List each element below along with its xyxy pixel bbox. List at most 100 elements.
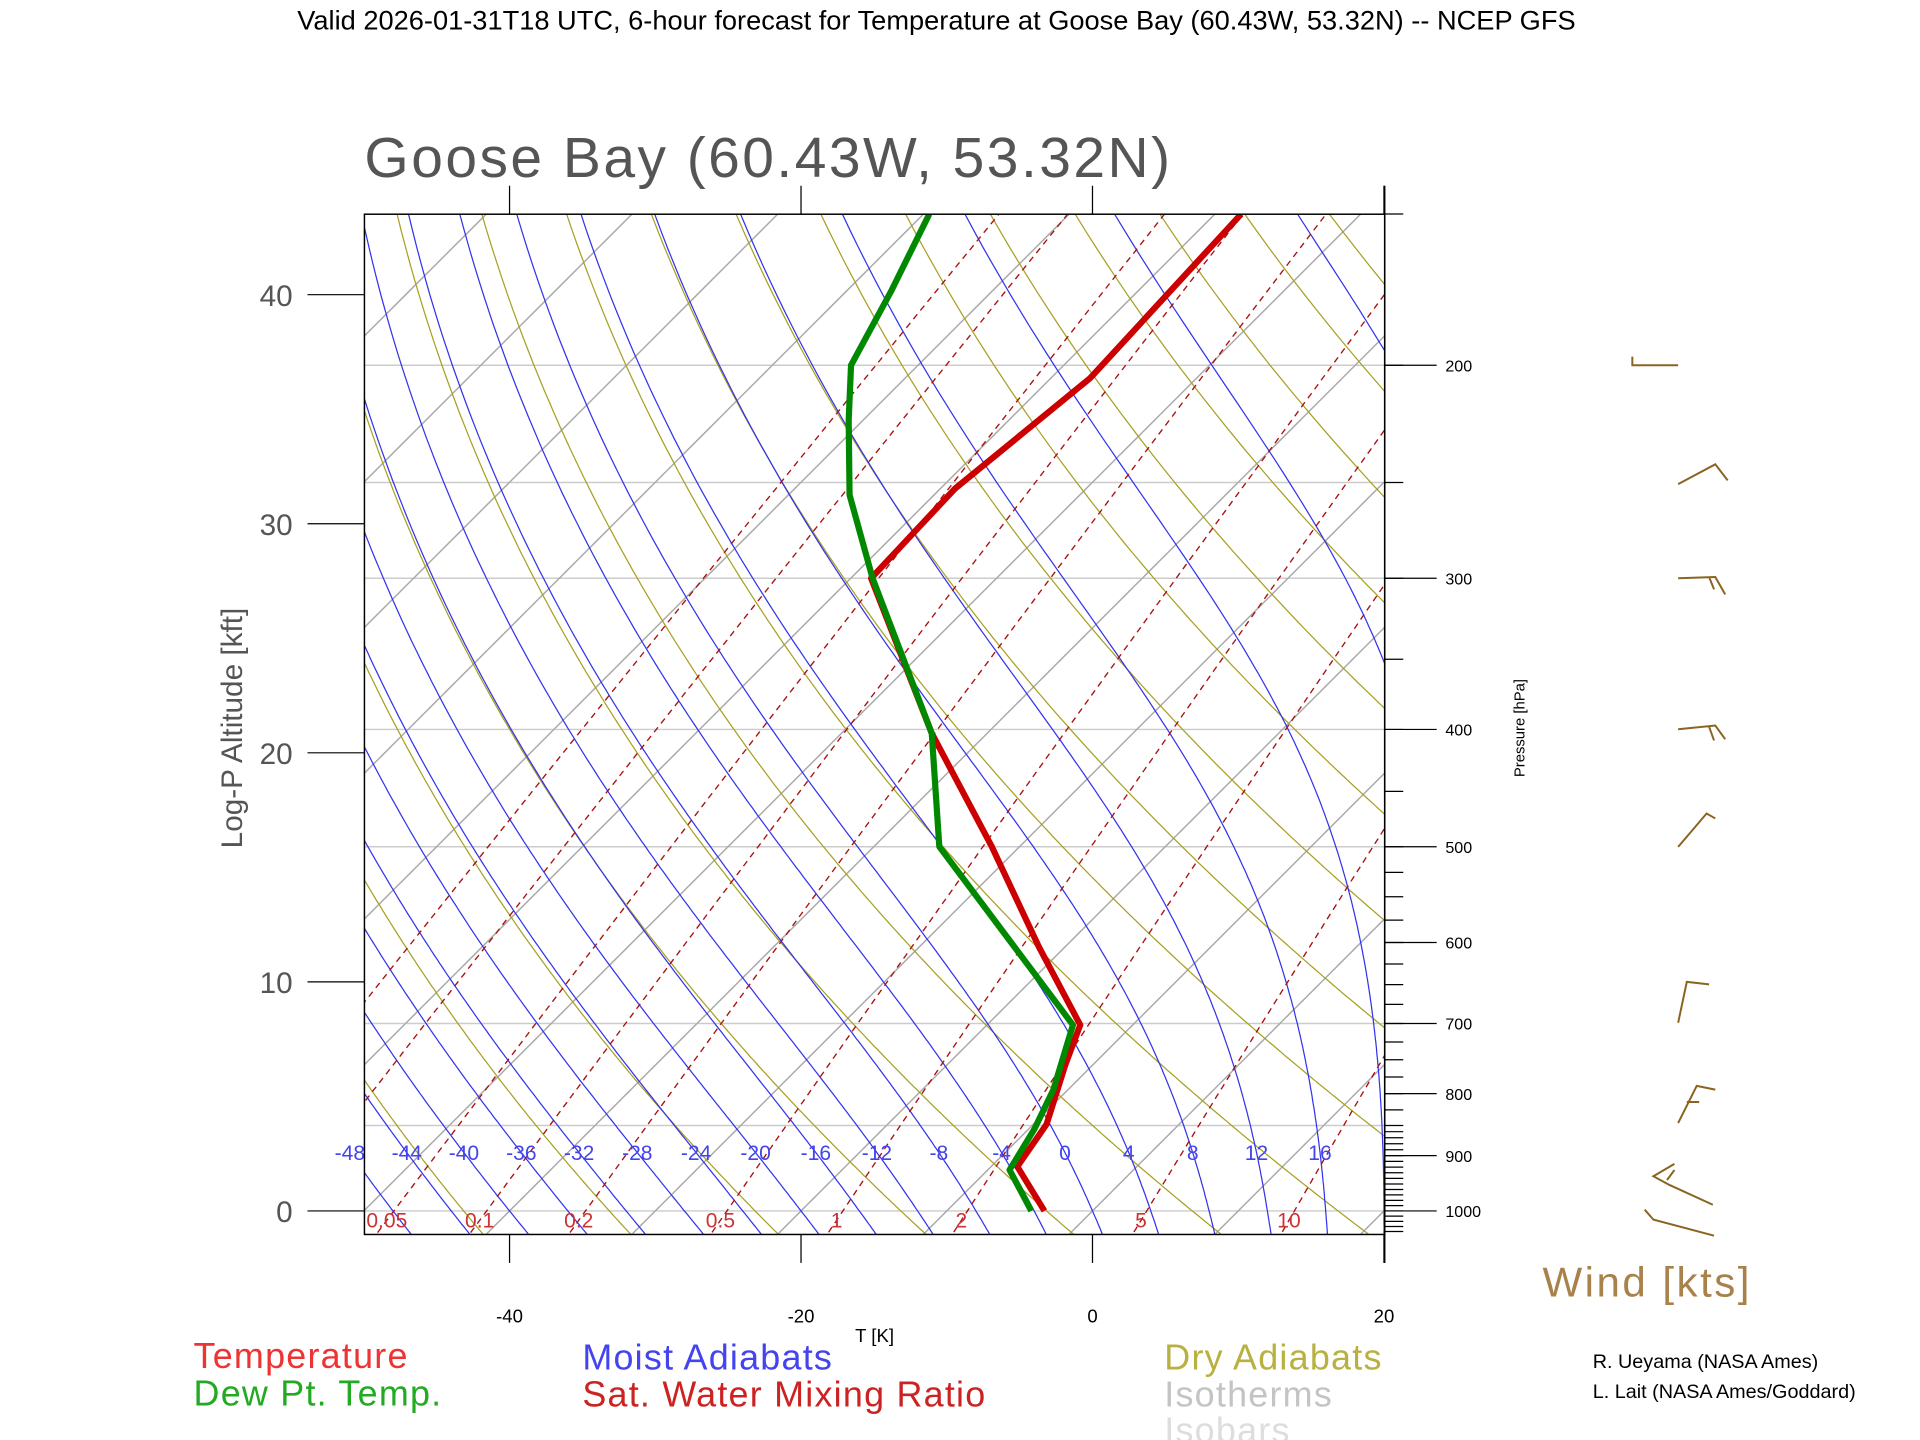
x-axis-label: T [K]: [855, 1325, 894, 1346]
dry-adiabat-line: [364, 878, 632, 1235]
mixing-ratio-line: [826, 428, 1385, 1235]
mixing-ratio-label: 0.05: [366, 1210, 407, 1233]
moist-adiabat-label: -24: [681, 1142, 712, 1165]
dry-adiabat-line: [905, 214, 1385, 816]
dry-adiabat-line: [1718, 178, 1920, 1242]
dry-adiabat-line: [1386, 178, 1920, 1242]
isotherm-line: [364, 214, 1362, 1212]
moist-adiabat-line: [364, 839, 647, 1235]
legend-isobars: Isobars: [1164, 1410, 1290, 1440]
isotherm-line: [1213, 1063, 1385, 1235]
mixing-ratio-label: 0.2: [564, 1210, 593, 1233]
moist-adiabat-line: [364, 745, 705, 1235]
wind-label: Wind [kts]: [1542, 1258, 1751, 1305]
moist-adiabat-label: -12: [862, 1142, 892, 1165]
dry-adiabat-line: [820, 214, 1385, 922]
moist-adiabat-line: [1113, 214, 1385, 666]
legend-isotherms: Isotherms: [1164, 1375, 1333, 1415]
moist-adiabat-line: [0, 178, 121, 1242]
pressure-tick-label: 600: [1445, 935, 1472, 953]
altitude-tick-label: 0: [276, 1196, 293, 1229]
moist-adiabat-label: 8: [1187, 1142, 1199, 1165]
wind-barb: [1651, 1163, 1714, 1206]
moist-adiabat-label: -32: [564, 1142, 594, 1165]
legend-dewpoint: Dew Pt. Temp.: [194, 1373, 443, 1413]
dry-adiabat-line: [650, 214, 1385, 1138]
mixing-ratio-line: [364, 214, 1000, 1004]
wind-barbs: [1631, 356, 1729, 1237]
mixing-ratio-line: [567, 214, 1327, 1235]
moist-adiabat-line: [364, 1011, 530, 1235]
isotherm-line: [364, 214, 1071, 920]
dry-adiabat-line: [0, 178, 341, 1242]
wind-barb: [1631, 356, 1679, 367]
wind-barb: [1677, 463, 1729, 486]
legend-moist-adiabats: Moist Adiabats: [582, 1337, 833, 1377]
isotherm-line: [0, 178, 377, 1242]
isotherm-line: [0, 178, 85, 1242]
mixing-ratio-line: [1131, 827, 1385, 1235]
dry-adiabat-line: [1074, 214, 1385, 604]
moist-adiabat-line: [0, 178, 358, 1242]
moist-adiabat-line: [516, 214, 1104, 1235]
isotherm-line: [1499, 178, 1920, 1242]
dry-adiabat-line: [566, 214, 1370, 1235]
isotherm-line: [922, 771, 1385, 1235]
y-axis-label-right: Pressure [hPa]: [1513, 679, 1529, 777]
wind-barb: [1678, 575, 1727, 595]
moist-adiabat-label: -48: [335, 1142, 365, 1165]
pressure-tick-label: 900: [1445, 1148, 1472, 1166]
isotherm-line: [364, 214, 779, 629]
dry-adiabat-line: [1469, 178, 1920, 1242]
moist-adiabat-label: 12: [1245, 1142, 1268, 1165]
wind-barb: [1643, 1209, 1715, 1237]
legend-temperature: Temperature: [194, 1336, 409, 1376]
moist-adiabat-label: -40: [449, 1142, 479, 1165]
dry-adiabat-line: [481, 214, 1223, 1235]
moist-adiabat-line: [739, 214, 1272, 1235]
isotherm-line: [364, 214, 1216, 1066]
wind-barb: [1677, 1084, 1716, 1124]
dry-adiabat-line: [1328, 214, 1385, 286]
dry-adiabat-line: [989, 214, 1385, 710]
background-lines: [0, 178, 1920, 1242]
moist-adiabat-label: -4: [992, 1142, 1011, 1165]
moist-adiabat-line: [407, 214, 991, 1235]
moist-adiabat-line: [841, 214, 1329, 1235]
pressure-tick-label: 300: [1445, 570, 1472, 588]
moist-adiabat-line: [0, 178, 299, 1242]
x-tick-label: 20: [1374, 1305, 1395, 1326]
moist-adiabat-line: [654, 214, 1216, 1235]
moist-adiabat-line: [1296, 214, 1385, 352]
moist-adiabat-label: 4: [1123, 1142, 1135, 1165]
moist-adiabat-line: [364, 396, 877, 1235]
legend-dry-adiabats: Dry Adiabats: [1164, 1337, 1382, 1377]
altitude-tick-label: 20: [260, 738, 293, 771]
dry-adiabat-line: [1801, 178, 1920, 1242]
moist-adiabat-label: -36: [506, 1142, 536, 1165]
moist-adiabat-label: -28: [622, 1142, 652, 1165]
pressure-tick-label: 200: [1445, 357, 1472, 375]
dry-adiabat-line: [1552, 178, 1920, 1242]
mixing-ratio-label: 2: [956, 1210, 968, 1233]
isotherm-line: [364, 214, 925, 775]
isotherm-line: [776, 626, 1385, 1235]
dry-adiabat-line: [0, 178, 193, 1242]
isotherm-line: [1645, 178, 1920, 1242]
mixing-ratio-label: 0.1: [465, 1210, 494, 1233]
altitude-tick-label: 30: [260, 509, 293, 542]
moist-adiabat-line: [0, 178, 180, 1242]
moist-adiabat-line: [364, 927, 589, 1235]
moist-adiabat-line: [0, 178, 3, 1242]
dry-adiabat-line: [364, 661, 780, 1235]
moist-adiabat-label: -20: [740, 1142, 770, 1165]
mixing-ratio-line: [1436, 178, 1920, 1242]
moist-adiabat-label: -16: [801, 1142, 831, 1165]
moist-adiabat-line: [364, 1092, 471, 1235]
moist-adiabat-line: [364, 530, 820, 1235]
mixing-ratio-line: [468, 214, 1244, 1235]
pressure-tick-label: 500: [1445, 839, 1472, 857]
pressure-tick-label: 400: [1445, 722, 1472, 740]
altitude-tick-label: 40: [260, 280, 293, 313]
